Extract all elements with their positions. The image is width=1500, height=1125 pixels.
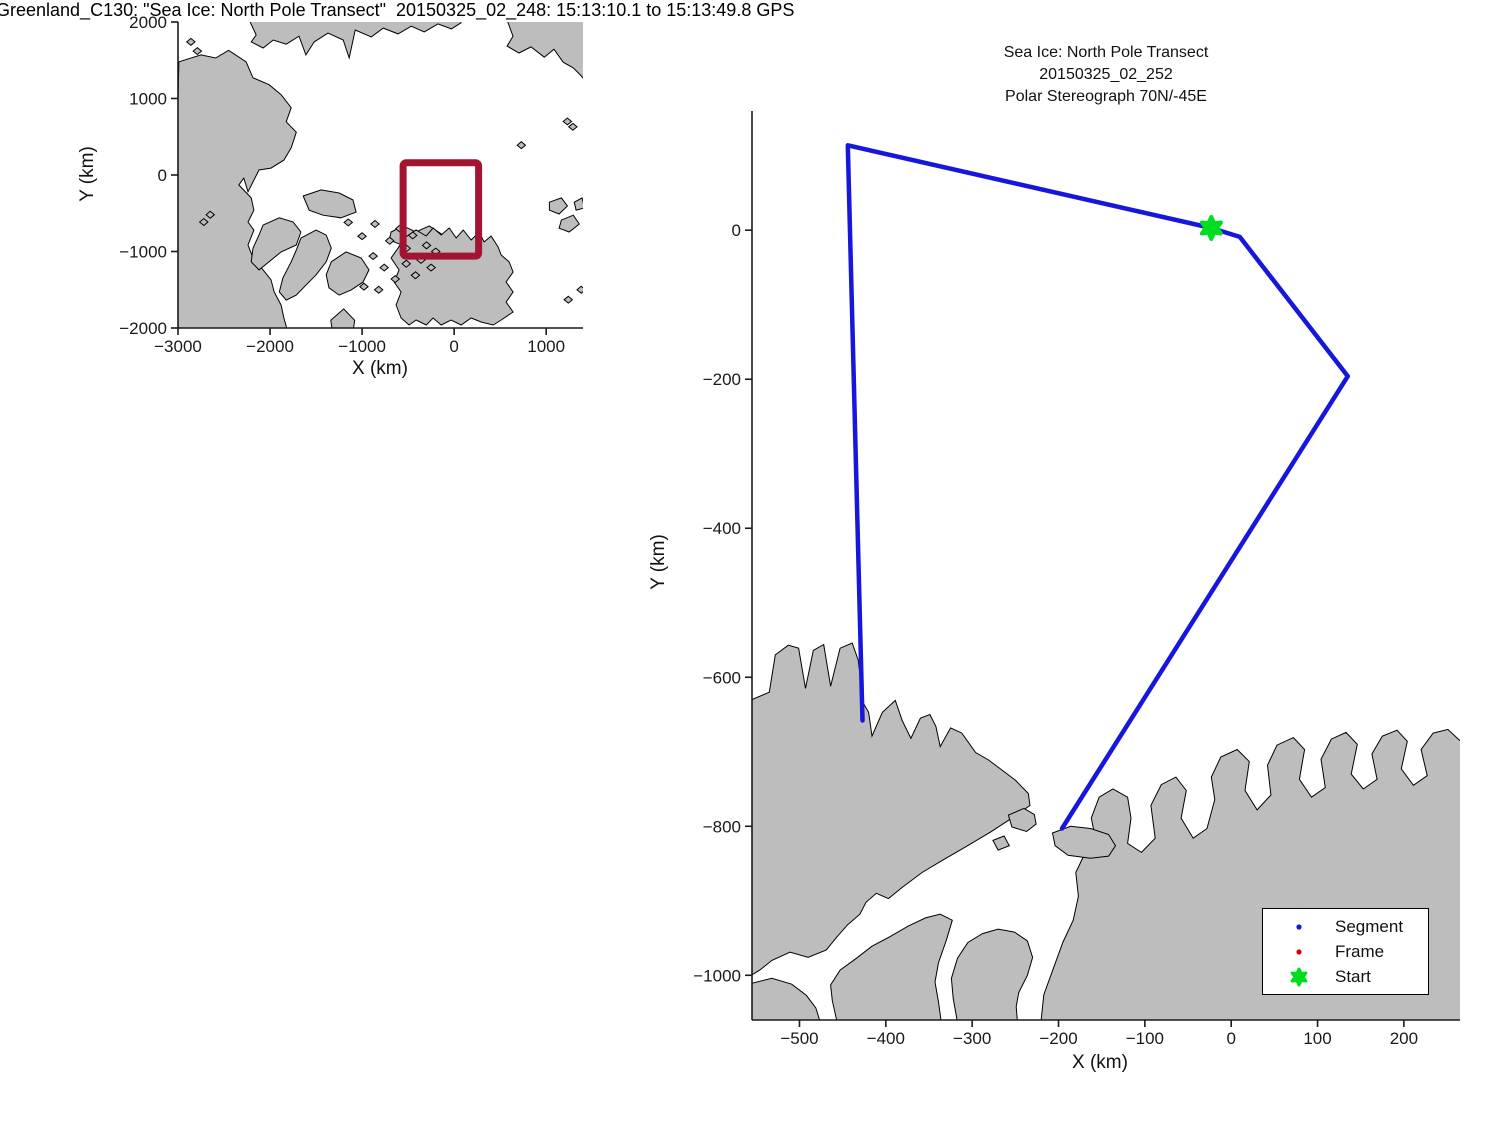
- y-tick-label: −1000: [693, 966, 741, 985]
- x-tick-label: −1000: [338, 337, 386, 356]
- y-tick-label: 1000: [129, 90, 167, 109]
- land-polygon: [573, 197, 583, 211]
- legend: Segment Frame Start: [1262, 908, 1429, 995]
- land-polygon: [249, 22, 462, 60]
- land-polygon: [302, 189, 357, 219]
- legend-row-start: Start: [1263, 964, 1428, 989]
- island-speck: [410, 271, 421, 280]
- y-tick-label: −400: [703, 519, 741, 538]
- x-tick-label: 1000: [527, 337, 565, 356]
- land-polygon: [506, 22, 583, 79]
- land-polygon: [1051, 825, 1117, 859]
- land-polygon: [325, 251, 370, 296]
- island-speck: [407, 231, 418, 240]
- legend-row-frame: Frame: [1263, 939, 1428, 964]
- island-speck: [421, 241, 432, 250]
- island-speck: [384, 236, 395, 245]
- land-polygon: [830, 913, 953, 1020]
- island-speck: [357, 232, 367, 241]
- legend-label: Frame: [1335, 941, 1385, 961]
- island-speck: [401, 259, 412, 268]
- segment-track-line: [845, 143, 1351, 831]
- legend-start-star-icon: [1263, 966, 1335, 988]
- start-marker-star: [1199, 215, 1223, 241]
- island-speck: [359, 282, 369, 291]
- island-speck: [426, 263, 437, 272]
- land-polygon: [178, 49, 297, 328]
- y-tick-label: −200: [703, 370, 741, 389]
- overview-map-land: [178, 22, 583, 328]
- x-tick-label: 0: [449, 337, 458, 356]
- y-tick-label: 0: [158, 166, 167, 185]
- island-speck: [567, 122, 578, 131]
- y-tick-label: 0: [732, 221, 741, 240]
- y-tick-label: −1000: [119, 243, 167, 262]
- x-tick-label: 200: [1390, 1029, 1418, 1048]
- track-title-line-3: Polar Stereograph 70N/-45E: [1005, 88, 1207, 105]
- land-polygon: [1007, 807, 1037, 833]
- figure-header-title: Greenland_C130: "Sea Ice: North Pole Tra…: [0, 0, 795, 20]
- x-tick-label: −300: [953, 1029, 991, 1048]
- land-polygon: [752, 642, 1031, 976]
- land-polygon: [950, 928, 1034, 1020]
- y-tick-label: −800: [703, 817, 741, 836]
- x-tick-label: −3000: [154, 337, 202, 356]
- track-title-line-2: 20150325_02_252: [1039, 66, 1173, 83]
- legend-label: Start: [1335, 966, 1371, 986]
- island-speck: [516, 141, 527, 150]
- island-speck: [205, 210, 216, 219]
- x-tick-label: −200: [1039, 1029, 1077, 1048]
- track-xlabel: X (km): [1072, 1052, 1128, 1073]
- island-speck: [379, 263, 390, 272]
- x-tick-label: −400: [867, 1029, 905, 1048]
- island-speck: [563, 295, 574, 304]
- overview-xlabel: X (km): [352, 358, 408, 379]
- land-polygon: [992, 835, 1011, 851]
- island-speck: [576, 285, 583, 294]
- x-tick-label: −500: [780, 1029, 818, 1048]
- x-tick-label: 0: [1226, 1029, 1235, 1048]
- island-speck: [192, 46, 203, 56]
- legend-row-segment: Segment: [1263, 914, 1428, 939]
- track-title-line-1: Sea Ice: North Pole Transect: [1003, 44, 1209, 61]
- island-speck: [368, 251, 379, 261]
- flight-track-group: [845, 143, 1351, 831]
- land-polygon: [330, 308, 356, 328]
- island-speck: [198, 217, 209, 227]
- land-polygon: [548, 197, 569, 215]
- legend-segment-dot-icon: [1263, 916, 1335, 938]
- zoom-region-rect: [399, 159, 483, 260]
- land-polygon: [752, 977, 821, 1020]
- track-plot-title: Sea Ice: North Pole Transect 20150325_02…: [1004, 42, 1209, 108]
- track-map-axes: −500 −400 −300 −200 −100 0 100 2000−200−400−600…: [693, 111, 1460, 1048]
- island-speck: [185, 37, 196, 46]
- island-speck: [562, 117, 573, 126]
- y-tick-label: 2000: [129, 13, 167, 32]
- x-tick-label: −100: [1126, 1029, 1164, 1048]
- island-speck: [390, 274, 401, 284]
- island-speck: [343, 218, 354, 227]
- land-polygon: [390, 227, 514, 326]
- overview-ylabel: Y (km): [77, 146, 98, 202]
- y-tick-label: −600: [703, 668, 741, 687]
- land-polygon: [250, 217, 302, 271]
- y-tick-label: −2000: [119, 319, 167, 338]
- x-tick-label: −2000: [246, 337, 294, 356]
- island-speck: [370, 219, 380, 229]
- island-speck: [373, 285, 384, 294]
- legend-label: Segment: [1335, 916, 1404, 936]
- track-ylabel: Y (km): [648, 534, 669, 590]
- land-polygon: [278, 229, 332, 301]
- legend-frame-dot-icon: [1263, 941, 1335, 963]
- land-polygon: [558, 214, 580, 233]
- x-tick-label: 100: [1303, 1029, 1331, 1048]
